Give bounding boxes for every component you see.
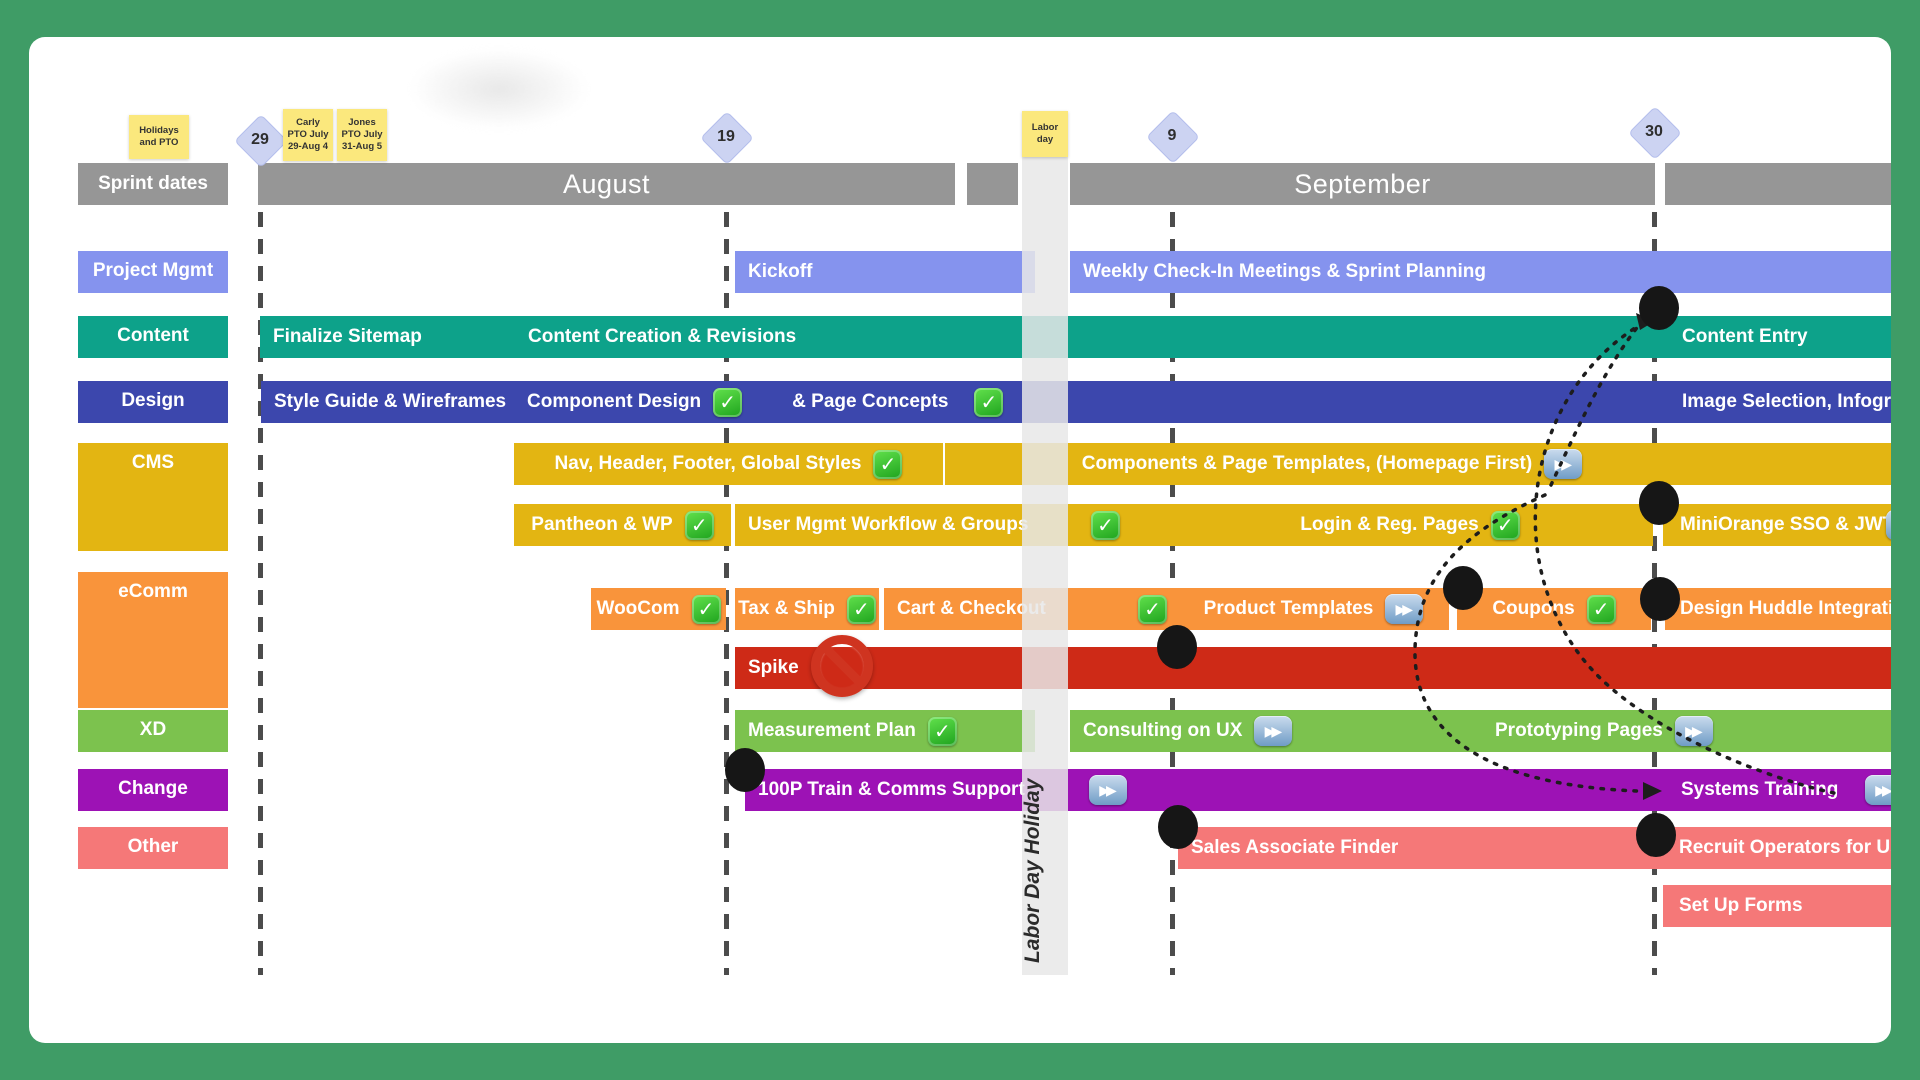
bar-weekly-checkin[interactable]: Weekly Check-In Meetings & Sprint Planni… (1070, 251, 1891, 293)
month-bar-gap[interactable] (967, 163, 1018, 205)
bar-user-mgmt-workflow[interactable]: User Mgmt Workflow & Groups (735, 504, 1078, 546)
check-icon[interactable]: ✓ (873, 449, 903, 479)
bar-coupons[interactable]: Coupons ✓ (1457, 588, 1651, 630)
milestone-dot-content-entry[interactable] (1639, 286, 1679, 330)
bar-design-huddle[interactable]: Design Huddle Integration (1665, 588, 1891, 630)
bar-kickoff[interactable]: Kickoff (735, 251, 1035, 293)
row-label-change[interactable]: Change (78, 769, 228, 811)
board-canvas: Sprint dates August September Project Mg… (29, 37, 1891, 1043)
bar-measurement-plan[interactable]: Measurement Plan ✓ (735, 710, 1035, 752)
milestone-dot-recruit[interactable] (1636, 813, 1676, 857)
sticky-carly-pto[interactable]: Carly PTO July 29-Aug 4 (283, 109, 333, 161)
fast-forward-icon[interactable]: ▶▶ (1544, 449, 1583, 479)
check-icon[interactable]: ✓ (1586, 594, 1616, 624)
fast-forward-icon[interactable]: ▶▶ (1886, 510, 1891, 540)
bar-image-selection[interactable]: Image Selection, Infograp (1665, 381, 1891, 423)
bar-spike[interactable]: Spike (735, 635, 1891, 697)
bar-components-page-templates[interactable]: Components & Page Templates, (Homepage F… (945, 443, 1891, 485)
row-label-other[interactable]: Other (78, 827, 228, 869)
month-bar-september[interactable]: September (1070, 163, 1655, 205)
sticky-holidays-pto[interactable]: Holidays and PTO (129, 115, 189, 159)
bar-nav-header-footer[interactable]: Nav, Header, Footer, Global Styles ✓ (514, 443, 943, 485)
row-label-content[interactable]: Content (78, 316, 228, 358)
date-diamond-29[interactable]: 29 (234, 114, 288, 168)
bar-finalize-sitemap[interactable]: Finalize Sitemap (260, 316, 522, 358)
month-bar-august[interactable]: August (258, 163, 955, 205)
check-icon[interactable]: ✓ (713, 387, 743, 417)
check-icon[interactable]: ✓ (1490, 510, 1520, 540)
row-label-design[interactable]: Design (78, 381, 228, 423)
bar-prototyping-pages[interactable]: Prototyping Pages ▶▶ (1457, 710, 1891, 752)
bar-consulting-ux[interactable]: Consulting on UX ▶▶ (1070, 710, 1462, 752)
bar-100p-train-comms[interactable]: 100P Train & Comms Support ▶▶ (745, 769, 1666, 811)
bar-woocom[interactable]: WooCom ✓ (591, 588, 726, 630)
fast-forward-icon[interactable]: ▶▶ (1254, 716, 1293, 746)
bar-pantheon-wp[interactable]: Pantheon & WP ✓ (514, 504, 731, 546)
fast-forward-icon[interactable]: ▶▶ (1089, 775, 1127, 805)
check-icon[interactable]: ✓ (691, 594, 721, 624)
date-diamond-30[interactable]: 30 (1628, 106, 1682, 160)
check-icon[interactable]: ✓ (927, 716, 957, 746)
sprint-line-jul29 (258, 212, 263, 975)
bar-recruit-operators[interactable]: Recruit Operators for Usa (1663, 827, 1891, 869)
bar-style-guide[interactable]: Style Guide & Wireframes (261, 381, 520, 423)
sprint-line-aug19 (724, 212, 729, 975)
bar-login-reg-pages[interactable]: ✓ Login & Reg. Pages ✓ (1071, 504, 1653, 546)
fast-forward-icon[interactable]: ▶▶ (1674, 716, 1713, 746)
fast-forward-icon[interactable]: ▶▶ (1865, 775, 1891, 805)
row-label-cms[interactable]: CMS (78, 443, 228, 551)
date-diamond-9[interactable]: 9 (1146, 110, 1200, 164)
check-icon[interactable]: ✓ (1091, 510, 1120, 540)
bar-systems-training[interactable]: Systems Training ▶▶ (1665, 769, 1891, 811)
milestone-dot-100p[interactable] (725, 748, 765, 792)
bar-set-up-forms[interactable]: Set Up Forms (1663, 885, 1891, 927)
milestone-dot-design-huddle[interactable] (1640, 577, 1680, 621)
bar-product-templates[interactable]: Product Templates ▶▶ (1178, 588, 1449, 630)
labor-day-band-label: Labor Day Holiday (1021, 778, 1044, 963)
month-bar-october[interactable] (1665, 163, 1891, 205)
check-icon[interactable]: ✓ (1138, 594, 1167, 624)
bar-miniorange-sso[interactable]: MiniOrange SSO & JWT ▶▶ (1663, 504, 1891, 546)
milestone-dot-miniorange[interactable] (1639, 481, 1679, 525)
bar-content-entry[interactable]: Content Entry (1665, 316, 1891, 358)
milestone-dot-sales[interactable] (1158, 805, 1198, 849)
bar-content-creation[interactable]: Content Creation & Revisions (515, 316, 1666, 358)
row-label-xd[interactable]: XD (78, 710, 228, 752)
bar-tax-ship[interactable]: Tax & Ship ✓ (735, 588, 879, 630)
sticky-labor-day[interactable]: Labor day (1022, 111, 1068, 157)
blur-smudge (409, 49, 589, 129)
check-icon[interactable]: ✓ (846, 594, 876, 624)
row-label-ecomm[interactable]: eComm (78, 572, 228, 708)
bar-cart-checkout[interactable]: Cart & Checkout ✓ (884, 588, 1182, 630)
milestone-dot-spike[interactable] (1157, 625, 1197, 669)
no-entry-icon[interactable] (811, 635, 873, 697)
check-icon[interactable]: ✓ (684, 510, 714, 540)
sticky-jones-pto[interactable]: Jones PTO July 31-Aug 5 (337, 109, 387, 161)
milestone-dot-coupons[interactable] (1443, 566, 1483, 610)
bar-component-design[interactable]: Component Design ✓ & Page Concepts ✓ (514, 381, 1667, 423)
check-icon[interactable]: ✓ (974, 387, 1004, 417)
date-diamond-19[interactable]: 19 (700, 111, 754, 165)
labor-day-band (1022, 150, 1068, 975)
bar-sales-associate-finder[interactable]: Sales Associate Finder (1178, 827, 1666, 869)
sprint-dates-label[interactable]: Sprint dates (78, 163, 228, 205)
fast-forward-icon[interactable]: ▶▶ (1385, 594, 1424, 624)
row-label-project-mgmt[interactable]: Project Mgmt (78, 251, 228, 293)
